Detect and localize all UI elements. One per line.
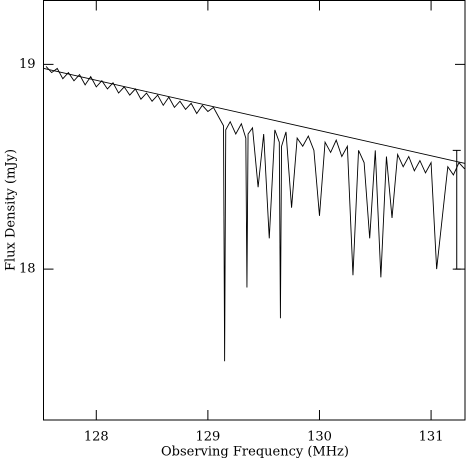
y-tick-label: 19 [19, 57, 36, 72]
x-tick-label: 130 [307, 430, 332, 445]
spectrum-line [45, 66, 465, 362]
x-tick-label: 128 [84, 430, 109, 445]
fit-line [43, 68, 465, 164]
plot-frame [43, 0, 466, 421]
x-tick-label: 129 [195, 430, 220, 445]
x-axis-label: Observing Frequency (MHz) [161, 445, 349, 460]
error-bar [452, 149, 461, 270]
y-axis-label: Flux Density (mJy) [4, 149, 19, 271]
y-tick-label: 18 [19, 262, 36, 277]
x-tick-label: 131 [419, 430, 444, 445]
